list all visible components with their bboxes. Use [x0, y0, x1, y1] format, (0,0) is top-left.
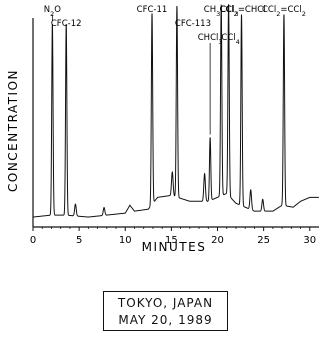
chromatogram-trace — [32, 4, 319, 218]
peak-label: CFC-12 — [51, 19, 82, 29]
x-tick-label: 5 — [76, 235, 82, 246]
peak-label: CH3CCl3 — [204, 5, 239, 18]
x-tick-label: 15 — [165, 235, 178, 246]
caption-box: TOKYO, JAPAN MAY 20, 1989 — [103, 291, 228, 331]
x-tick-label: 30 — [303, 235, 316, 246]
x-tick-label: 0 — [30, 235, 36, 246]
x-tick-label: 25 — [257, 235, 270, 246]
x-tick-label: 10 — [119, 235, 132, 246]
peak-label: CCl4 — [221, 33, 239, 46]
y-axis-label: CONCENTRATION — [6, 69, 20, 192]
caption-location: TOKYO, JAPAN — [117, 296, 214, 310]
peak-label: CCl2=CCl2 — [262, 5, 306, 18]
peak-label: CFC-113 — [175, 19, 211, 29]
caption-date: MAY 20, 1989 — [118, 313, 213, 327]
peak-label: CFC-11 — [137, 5, 168, 15]
peak-label: CCl2=CHCl — [219, 5, 265, 18]
peak-label: CHCl3 — [198, 33, 223, 46]
x-axis-label: MINUTES — [142, 240, 207, 254]
x-tick-label: 20 — [211, 235, 224, 246]
peak-label: N2O — [44, 5, 62, 18]
